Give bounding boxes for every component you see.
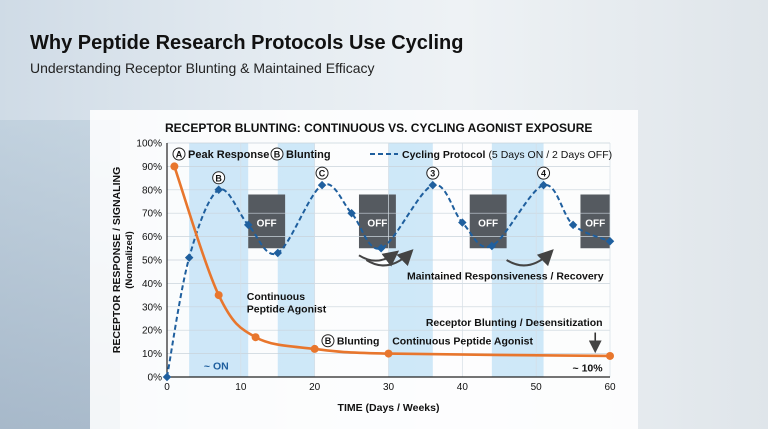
- cycle-marker-circle: [212, 171, 226, 185]
- continuous-agonist-line: [173, 165, 611, 358]
- x-axis-title: TIME (Days / Weeks): [338, 402, 440, 414]
- cycle-marker-letter: C: [319, 169, 326, 179]
- cycling-point: [184, 253, 194, 262]
- y-tick-label: 60%: [142, 232, 162, 243]
- cycling-point: [317, 180, 327, 190]
- legend-cycling-label: Cycling Protocol: [402, 149, 486, 161]
- desensitization-annotation: Receptor Blunting / Desensitization: [426, 317, 603, 329]
- off-label: OFF: [367, 219, 387, 230]
- on-label: ~ ON: [204, 360, 229, 372]
- continuous-point: [384, 349, 393, 358]
- cycling-point: [487, 241, 497, 251]
- cycling-point: [162, 372, 172, 382]
- cycling-point: [243, 220, 253, 230]
- off-window-block: [580, 194, 610, 249]
- cycling-point: [214, 185, 223, 195]
- continuous-point: [310, 344, 319, 353]
- y-tick-label: 30%: [142, 302, 162, 313]
- legend-cycling: Cycling Protocol (5 Days ON / 2 Days OFF): [402, 149, 612, 161]
- legend-blunting-marker-circle: [270, 147, 284, 161]
- continuous-annotation-line2: Peptide Agonist: [247, 304, 327, 316]
- off-window-block: [358, 194, 396, 249]
- y-tick-label: 50%: [142, 256, 162, 267]
- end-value-label: ~ 10%: [573, 363, 604, 375]
- continuous-point: [214, 291, 223, 300]
- recovery-arrow: [506, 249, 554, 267]
- off-label: OFF: [478, 219, 498, 230]
- legend-peak-marker-letter: A: [176, 150, 183, 160]
- cycling-point: [347, 208, 356, 218]
- page-title: Why Peptide Research Protocols Use Cycli…: [30, 32, 464, 54]
- x-tick-label: 40: [457, 382, 469, 393]
- y-tick-label: 100%: [136, 139, 162, 150]
- cycle-marker-circle: [537, 166, 551, 180]
- continuous-point: [606, 351, 614, 360]
- x-tick-label: 30: [383, 382, 395, 393]
- x-tick-label: 20: [309, 382, 321, 393]
- cycle-marker-letter: 4: [541, 169, 546, 179]
- y-axis-subtitle: (Normalized): [124, 231, 135, 289]
- off-label: OFF: [257, 219, 277, 230]
- legend-peak-marker-circle: [172, 147, 186, 161]
- blunting-annotation: Blunting: [337, 336, 380, 348]
- continuous-bottom-annotation: Continuous Peptide Agonist: [392, 336, 533, 348]
- y-tick-label: 80%: [142, 185, 162, 196]
- cycle-marker-circle: [315, 166, 329, 180]
- continuous-point: [170, 162, 179, 171]
- y-tick-label: 10%: [142, 349, 162, 360]
- cycle-marker-circle: [426, 166, 440, 180]
- y-tick-label: 70%: [142, 209, 162, 220]
- maintained-annotation: Maintained Responsiveness / Recovery: [407, 270, 604, 282]
- y-axis-title: RECEPTOR RESPONSE / SIGNALING: [111, 167, 123, 354]
- y-tick-label: 20%: [142, 326, 162, 337]
- cycling-point: [376, 244, 386, 253]
- cycle-marker-letter: 3: [430, 169, 435, 179]
- legend-peak-label: Peak Response: [188, 149, 269, 161]
- off-window-block: [469, 194, 507, 249]
- x-tick-label: 50: [531, 382, 543, 393]
- cycle-marker-letter: B: [215, 173, 222, 183]
- cycling-point: [428, 180, 438, 190]
- y-tick-label: 40%: [142, 279, 162, 290]
- blunting-marker-circle: [321, 334, 335, 348]
- y-tick-label: 0%: [148, 373, 163, 384]
- off-label: OFF: [585, 219, 605, 230]
- page-subtitle: Understanding Receptor Blunting & Mainta…: [30, 60, 375, 76]
- chart-panel: [90, 110, 638, 429]
- legend-blunting-label: Blunting: [286, 149, 331, 161]
- legend-cycling-detail: (5 Days ON / 2 Days OFF): [488, 149, 612, 161]
- x-tick-label: 0: [164, 382, 170, 393]
- y-tick-label: 90%: [142, 162, 162, 173]
- cycling-point: [458, 218, 467, 227]
- cycling-point: [273, 248, 282, 258]
- x-tick-label: 10: [235, 382, 247, 393]
- blunting-marker-letter: B: [325, 336, 332, 346]
- chart-title: RECEPTOR BLUNTING: CONTINUOUS VS. CYCLIN…: [165, 121, 593, 135]
- legend-blunting-marker-letter: B: [274, 150, 281, 160]
- x-tick-label: 60: [604, 382, 616, 393]
- continuous-annotation-line1: Continuous: [247, 291, 305, 303]
- recovery-arrow: [358, 250, 400, 267]
- continuous-point: [251, 333, 260, 342]
- off-window-block: [248, 194, 286, 249]
